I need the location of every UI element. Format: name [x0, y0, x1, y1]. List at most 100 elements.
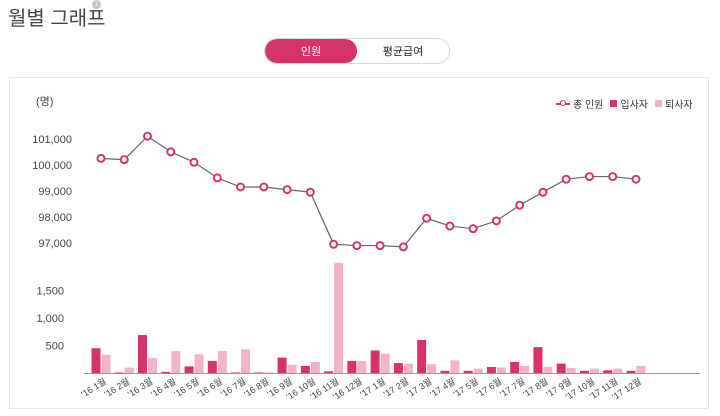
leave-bar[interactable]	[450, 360, 460, 373]
hire-bar[interactable]	[510, 362, 520, 373]
legend-label-total: 총 인원	[573, 100, 604, 111]
x-tick-label: '17 1월	[358, 375, 387, 399]
x-tick-label: '17 8월	[521, 375, 550, 399]
x-tick-label: '16 7월	[218, 375, 247, 399]
leave-bar[interactable]	[520, 365, 530, 373]
x-tick-label: '16 8월	[242, 375, 271, 399]
x-tick-label: '16 2월	[102, 375, 131, 399]
hire-bar[interactable]	[579, 370, 589, 373]
total-headcount-point[interactable]	[468, 224, 478, 234]
x-tick-label: '17 5월	[451, 375, 480, 399]
total-headcount-point[interactable]	[608, 172, 618, 182]
tab-headcount[interactable]: 인원	[265, 39, 357, 63]
total-headcount-point[interactable]	[491, 216, 501, 226]
total-headcount-point[interactable]	[631, 174, 641, 184]
total-headcount-point[interactable]	[375, 241, 385, 251]
hire-bar[interactable]	[91, 348, 101, 373]
total-headcount-point[interactable]	[189, 157, 199, 167]
total-headcount-point[interactable]	[515, 200, 525, 210]
hire-bar[interactable]	[603, 370, 613, 373]
x-tick-label: '16 1월	[79, 375, 108, 399]
tab-average-salary[interactable]: 평균급여	[382, 46, 424, 58]
leave-bar[interactable]	[636, 365, 646, 373]
legend-item-hire[interactable]: 입사자	[610, 96, 648, 111]
leave-bar[interactable]	[124, 367, 134, 374]
hire-bar[interactable]	[486, 366, 496, 373]
bar-y-tick-label: 500	[46, 341, 64, 353]
leave-bar[interactable]	[357, 360, 367, 373]
leave-bar[interactable]	[496, 367, 506, 374]
hire-bar[interactable]	[417, 340, 427, 373]
leave-bar[interactable]	[101, 354, 111, 373]
hire-bar[interactable]	[254, 372, 264, 373]
leave-bar[interactable]	[310, 362, 320, 373]
hire-bar[interactable]	[393, 363, 403, 373]
bar-y-tick-label: 1,500	[36, 286, 64, 298]
legend-box-leave-icon	[655, 100, 662, 107]
legend-label-leave: 퇴사자	[665, 100, 693, 111]
leave-bar[interactable]	[380, 353, 390, 373]
leave-bar[interactable]	[217, 351, 227, 373]
total-headcount-point[interactable]	[166, 147, 176, 157]
total-headcount-point[interactable]	[329, 239, 339, 249]
total-headcount-point[interactable]	[352, 241, 362, 251]
leave-bar[interactable]	[543, 366, 553, 373]
line-y-tick-label: 98,000	[38, 212, 72, 224]
chart-panel	[9, 77, 709, 409]
leave-bar[interactable]	[171, 351, 181, 373]
line-y-tick-label: 101,000	[32, 134, 72, 146]
total-headcount-line	[100, 135, 637, 248]
y-unit-label: (명)	[36, 95, 53, 108]
leave-bar[interactable]	[427, 364, 437, 373]
leave-bar[interactable]	[287, 364, 297, 373]
view-tabs: 인원 평균급여	[264, 38, 450, 64]
total-headcount-point[interactable]	[538, 187, 548, 197]
line-y-tick-label: 100,000	[32, 160, 72, 172]
leave-bar[interactable]	[241, 349, 251, 373]
hire-bar[interactable]	[114, 372, 124, 373]
hire-bar[interactable]	[138, 335, 148, 373]
x-tick-label: '16 6월	[195, 375, 224, 399]
hire-bar[interactable]	[556, 363, 566, 373]
hire-bar[interactable]	[347, 360, 357, 373]
total-headcount-point[interactable]	[445, 221, 455, 231]
leave-bar[interactable]	[589, 368, 599, 373]
hire-bar[interactable]	[300, 365, 310, 373]
hire-bar[interactable]	[533, 347, 543, 373]
legend-item-leave[interactable]: 퇴사자	[655, 96, 693, 111]
leave-bar[interactable]	[613, 368, 623, 373]
hire-bar[interactable]	[370, 350, 380, 373]
hire-bar[interactable]	[626, 370, 636, 373]
leave-bar[interactable]	[403, 363, 413, 373]
total-headcount-point[interactable]	[584, 172, 594, 182]
leave-bar[interactable]	[334, 263, 344, 373]
hire-bar[interactable]	[440, 370, 450, 373]
hire-bar[interactable]	[324, 371, 334, 373]
leave-bar[interactable]	[473, 368, 483, 373]
hire-bar[interactable]	[161, 371, 171, 373]
total-headcount-point[interactable]	[143, 131, 153, 141]
total-headcount-point[interactable]	[212, 173, 222, 183]
total-headcount-point[interactable]	[305, 187, 315, 197]
total-headcount-point[interactable]	[561, 174, 571, 184]
leave-bar[interactable]	[148, 358, 158, 373]
legend-item-total[interactable]: 총 인원	[556, 96, 603, 111]
leave-bar[interactable]	[194, 354, 204, 373]
total-headcount-point[interactable]	[422, 213, 432, 223]
x-tick-label: '16 5월	[172, 375, 201, 399]
hire-bar[interactable]	[463, 370, 473, 373]
total-headcount-point[interactable]	[96, 153, 106, 163]
leave-bar[interactable]	[264, 372, 274, 373]
total-headcount-point[interactable]	[119, 155, 129, 165]
info-icon[interactable]: i	[92, 0, 101, 9]
total-headcount-point[interactable]	[236, 182, 246, 192]
hire-bar[interactable]	[207, 360, 217, 373]
leave-bar[interactable]	[566, 368, 576, 373]
total-headcount-point[interactable]	[259, 182, 269, 192]
hire-bar[interactable]	[231, 372, 241, 373]
total-headcount-point[interactable]	[282, 185, 292, 195]
x-tick-label: '17 3월	[405, 375, 434, 399]
total-headcount-point[interactable]	[398, 242, 408, 252]
hire-bar[interactable]	[184, 366, 194, 373]
hire-bar[interactable]	[277, 357, 287, 373]
